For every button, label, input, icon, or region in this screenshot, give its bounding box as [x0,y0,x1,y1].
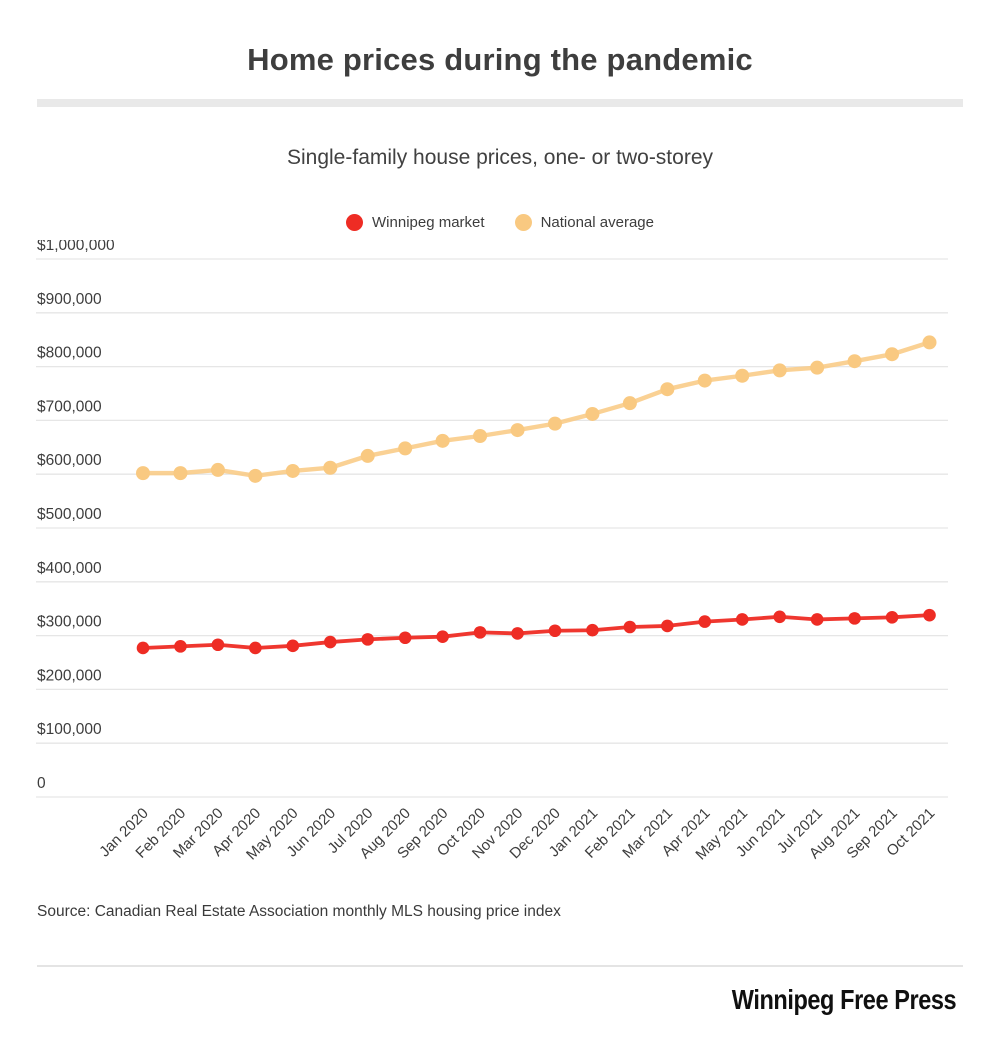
series-winnipeg-market-point [661,619,674,633]
series-national-average-line [140,340,932,479]
series-national-average-point [585,406,600,421]
series-national-average-point [323,460,338,475]
series-winnipeg-market-point [885,611,899,624]
y-tick-label: 0 [37,775,46,792]
series-national-average-point [810,360,825,375]
series-winnipeg-market-point [436,630,449,643]
series-winnipeg-market-point [136,641,150,655]
series-national-average-point [622,396,637,411]
series-winnipeg-market-point [848,612,861,625]
y-tick-label: $600,000 [37,452,102,469]
series-national-average-point [697,373,712,388]
price-line-chart: 0 $100,000 $200,000 $300,000 $400,000 $500,00… [36,240,948,864]
series-national-average-point [473,429,488,444]
page-title: Home prices during the pandemic [247,42,753,77]
series-national-average-point [210,462,225,477]
series-winnipeg-market-point [398,631,412,645]
series-winnipeg-market-point [323,635,337,649]
footer-divider [37,965,963,967]
series-winnipeg-market-point [773,610,786,624]
y-tick-label: $300,000 [37,614,102,631]
chart-subtitle: Single-family house prices, one- or two-… [286,146,713,169]
series-winnipeg-market-point [735,613,749,626]
series-winnipeg-market-point [511,627,524,640]
series-winnipeg-market-point [286,639,300,653]
series-winnipeg-market-point [623,620,637,634]
series-winnipeg-market-point [361,633,375,646]
series-national-average-point [285,463,300,478]
series-national-average-point [360,448,375,463]
y-tick-label: $400,000 [37,560,102,577]
series-winnipeg-market-point [923,608,936,622]
series-national-average-point [885,347,900,362]
national-average-dot-icon [514,214,532,231]
y-tick-label: $900,000 [37,291,102,308]
series-winnipeg-market [136,608,936,655]
series-winnipeg-market-point [473,626,487,639]
y-tick-label: $800,000 [37,345,102,362]
legend-label-winnipeg-market: Winnipeg market [372,214,485,231]
legend-item-national-average: National average [514,214,654,231]
y-tick-label: $1,000,000 [37,240,115,254]
publisher-logo: Winnipeg Free Press [731,984,957,1015]
series-winnipeg-market-point [586,623,599,637]
y-tick-label: $700,000 [37,398,102,415]
series-winnipeg-market-point [174,640,187,653]
series-national-average-point [435,433,450,448]
series-national-average-point [248,468,263,483]
series-winnipeg-market-point [211,638,225,652]
series-national-average-point [660,382,675,397]
y-gridlines [36,258,948,798]
y-tick-label: $500,000 [37,506,102,523]
series-winnipeg-market-point [810,613,824,626]
y-tick-label: $100,000 [37,721,102,738]
series-national-average-point [510,423,525,438]
series-national-average-point [398,441,413,456]
series-national-average-point [735,368,750,383]
title-divider [37,99,963,107]
series-national-average-point [847,354,862,369]
series-winnipeg-market-point [698,615,712,628]
series-national-average-point [772,363,787,378]
series-winnipeg-market-point [548,624,562,638]
series-national-average-point [136,466,150,481]
series-national-average-point [173,466,188,481]
chart-legend: Winnipeg market National average [0,214,1000,231]
series-winnipeg-market-line [141,613,932,650]
y-tick-label: $200,000 [37,667,102,684]
source-note: Source: Canadian Real Estate Association… [37,903,561,920]
series-national-average-point [547,416,562,431]
publisher-logo-wrap: Winnipeg Free Press [689,984,957,1016]
legend-item-winnipeg-market: Winnipeg market [346,214,485,231]
series-national-average-point [922,335,937,350]
legend-label-national-average: National average [540,214,654,231]
series-winnipeg-market-point [249,641,262,655]
y-axis-labels: 0 $100,000 $200,000 $300,000 $400,000 $500,00… [37,240,115,792]
series-national-average [136,335,937,483]
winnipeg-market-dot-icon [346,214,364,231]
